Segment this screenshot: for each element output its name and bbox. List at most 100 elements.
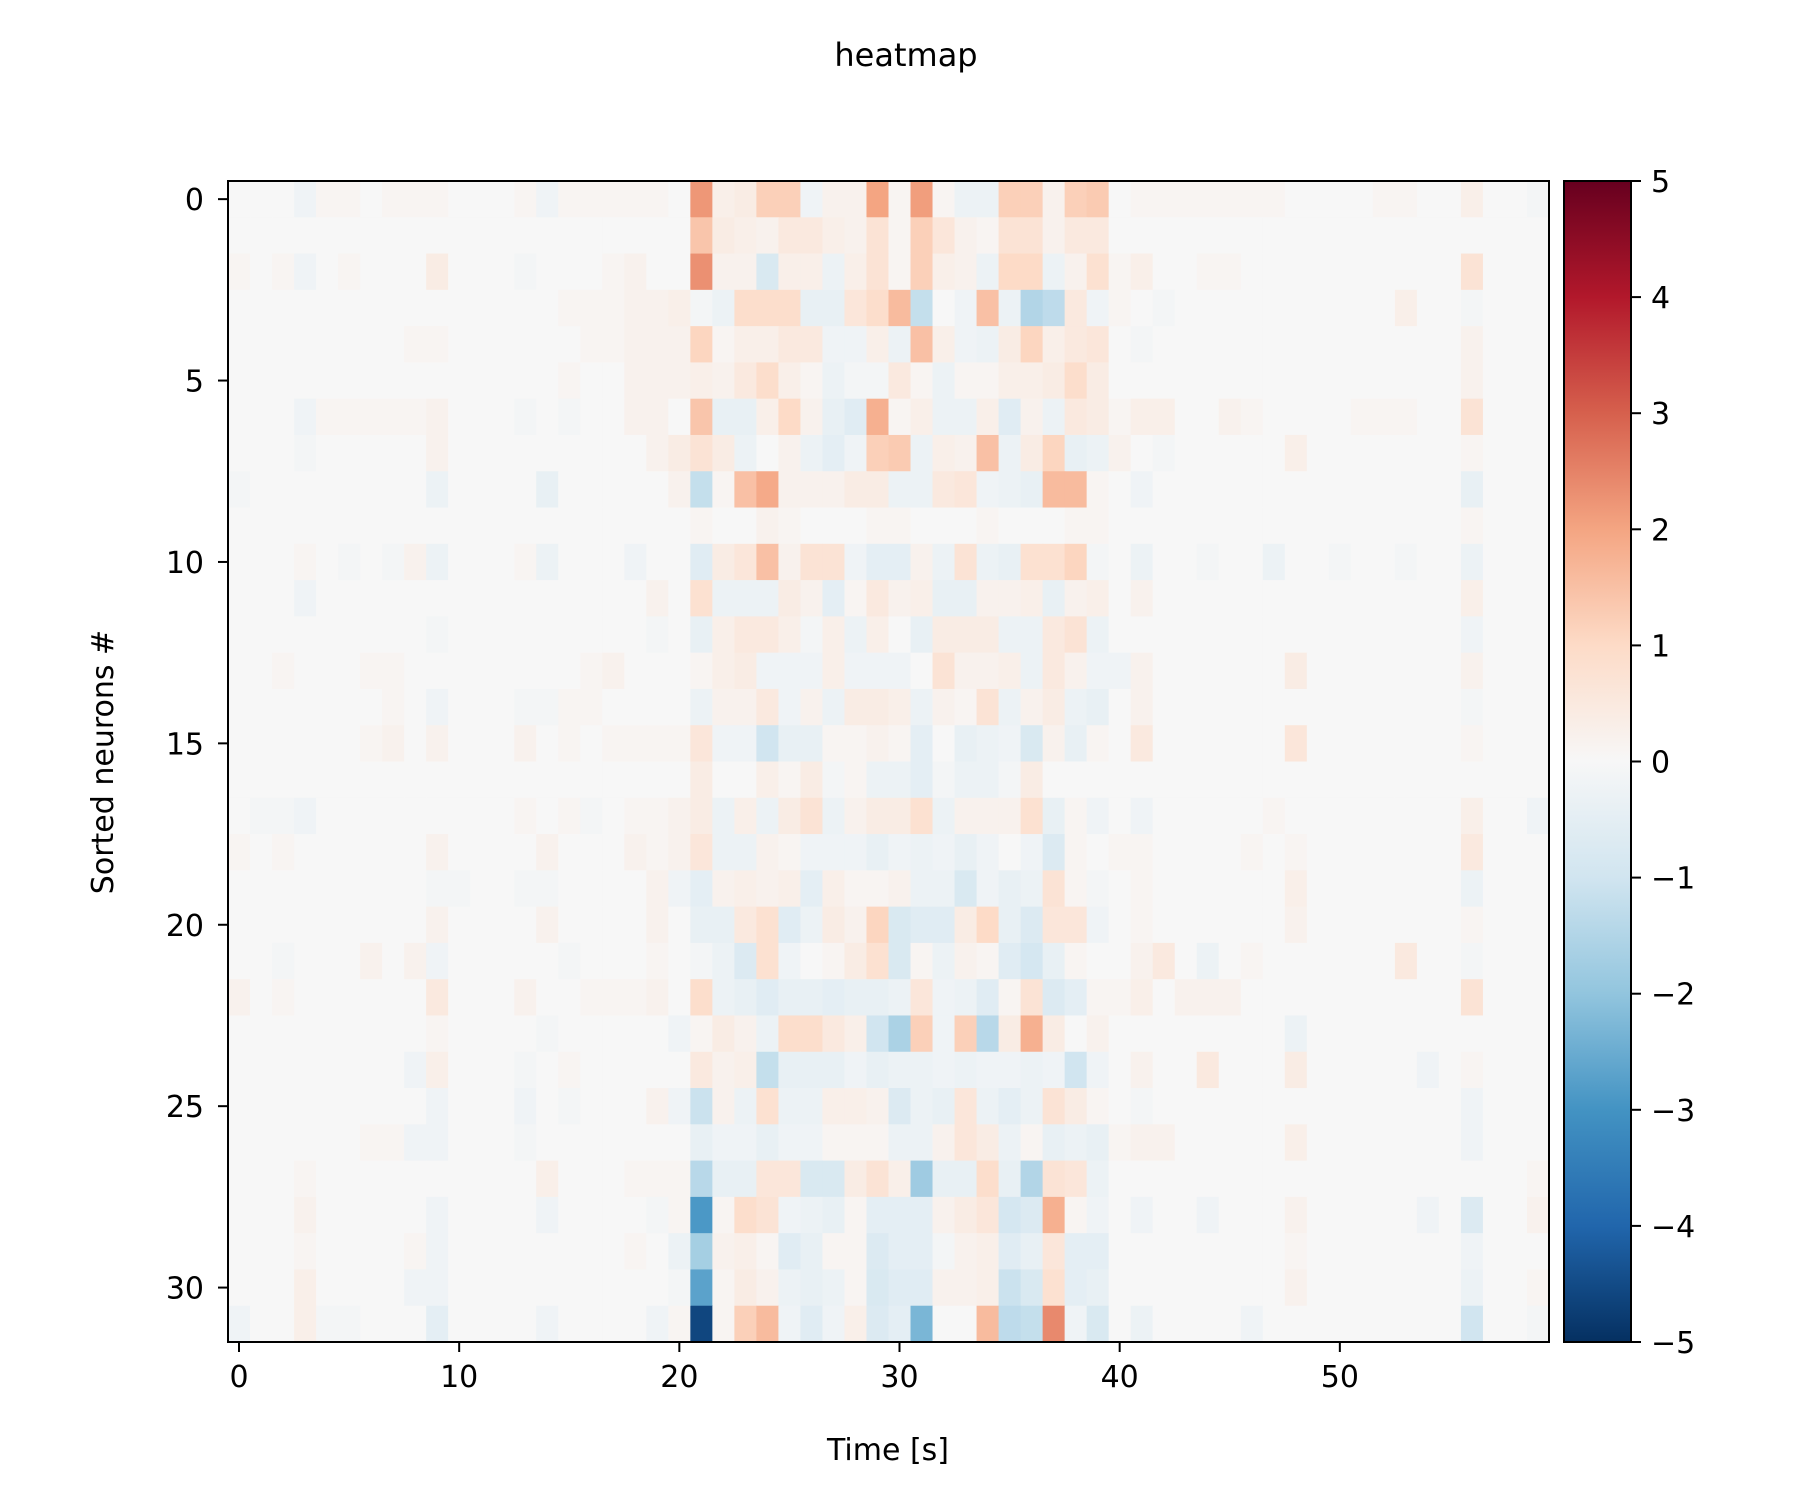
heatmap-cell [1504,543,1528,581]
heatmap-cell [1306,580,1330,617]
heatmap-cell [1196,398,1220,436]
heatmap-cell [558,979,581,1017]
heatmap-cell [668,398,691,436]
heatmap-cell [360,1015,383,1053]
heatmap-cell [822,1015,846,1053]
heatmap-cell [382,834,405,871]
heatmap-cell [1130,725,1154,763]
heatmap-cell [470,1269,493,1307]
heatmap-cell [250,253,273,291]
heatmap-cell [448,543,471,581]
heatmap-cell [1240,1160,1264,1198]
heatmap-cell [690,1015,713,1053]
heatmap-cell [734,217,757,255]
heatmap-cell [1372,543,1396,581]
heatmap-cell [228,1196,251,1234]
heatmap-cell [602,688,625,726]
heatmap-cell [1064,1160,1088,1198]
heatmap-cell [1086,1051,1110,1089]
heatmap-cell [558,507,581,545]
heatmap-cell [1262,942,1286,980]
heatmap-cell [954,1051,978,1089]
heatmap-cell [448,507,471,545]
heatmap-cell [250,652,273,690]
heatmap-cell [536,1051,559,1089]
heatmap-cell [734,942,757,980]
heatmap-cell [1372,1233,1396,1271]
heatmap-cell [1108,326,1132,364]
heatmap-cell [844,362,868,400]
heatmap-cell [1482,289,1506,327]
heatmap-cell [1042,797,1066,835]
heatmap-cell [1328,1051,1352,1089]
heatmap-cell [1350,580,1374,617]
heatmap-cell [1460,797,1484,835]
y-tick-label: 10 [166,546,204,581]
heatmap-cell [932,398,956,436]
heatmap-cell [1482,1160,1506,1198]
heatmap-cell [800,253,824,291]
heatmap-cell [646,834,669,871]
heatmap-cell [1196,906,1220,944]
heatmap-cell [1020,834,1044,871]
heatmap-cell [888,1051,912,1089]
heatmap-cell [316,1196,339,1234]
heatmap-cell [822,979,846,1017]
heatmap-cell [1196,543,1220,581]
heatmap-cell [1504,652,1528,690]
heatmap-cell [1416,217,1440,255]
colorbar-tick-label: −2 [1651,978,1695,1013]
heatmap-cell [1240,181,1264,218]
heatmap-cell [250,979,273,1017]
heatmap-cell [778,942,802,980]
heatmap-cell [448,725,471,763]
heatmap-cell [998,652,1022,690]
heatmap-cell [844,688,868,726]
heatmap-cell [1460,761,1484,799]
heatmap-cell [536,217,559,255]
heatmap-cell [1526,1051,1550,1089]
heatmap-cell [470,834,493,871]
heatmap-cell [1042,1305,1066,1343]
heatmap-cell [866,761,890,799]
heatmap-cell [756,834,780,871]
heatmap-cell [624,979,647,1017]
heatmap-cell [360,580,383,617]
heatmap-cell [1064,471,1088,509]
heatmap-cell [668,1051,691,1089]
heatmap-cell [1064,1088,1088,1125]
heatmap-cell [1042,725,1066,763]
heatmap-cell [360,362,383,400]
heatmap-cell [844,434,868,472]
heatmap-cell [228,580,251,617]
heatmap-cell [1526,942,1550,980]
heatmap-cell [624,1233,647,1271]
heatmap-cell [514,906,537,944]
heatmap-cell [866,652,890,690]
heatmap-cell [844,217,868,255]
heatmap-cell [1416,398,1440,436]
heatmap-cell [316,326,339,364]
heatmap-cell [338,1196,361,1234]
heatmap-cell [316,181,339,218]
heatmap-cell [1328,1305,1352,1343]
heatmap-cell [976,362,1000,400]
heatmap-cell [338,797,361,835]
heatmap-cell [1086,326,1110,364]
heatmap-cell [844,797,868,835]
heatmap-cell [800,906,824,944]
heatmap-cell [998,942,1022,980]
heatmap-cell [1328,906,1352,944]
heatmap-cell [1218,471,1242,509]
heatmap-cell [250,1305,273,1343]
heatmap-cell [954,580,978,617]
heatmap-cell [1482,1124,1506,1162]
heatmap-cell [998,1305,1022,1343]
heatmap-cell [316,543,339,581]
heatmap-cell [404,1124,427,1162]
heatmap-cell [1306,398,1330,436]
heatmap-cell [1526,979,1550,1017]
heatmap-cell [1108,1305,1132,1343]
heatmap-cell [338,616,361,654]
heatmap-cell [1394,471,1418,509]
